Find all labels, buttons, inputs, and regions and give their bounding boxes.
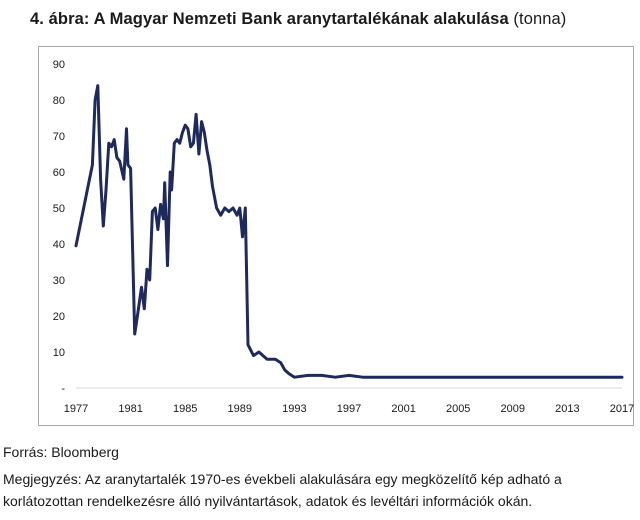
- x-tick-label: 1981: [118, 403, 142, 415]
- y-tick-label: 60: [53, 167, 65, 179]
- x-tick-label: 1985: [173, 403, 197, 415]
- x-tick-label: 2001: [391, 403, 415, 415]
- chart-title-main: 4. ábra: A Magyar Nemzeti Bank aranytart…: [30, 10, 509, 28]
- y-tick-label: 20: [53, 311, 65, 323]
- chart-title-unit: (tonna): [513, 10, 567, 28]
- x-tick-label: 2005: [446, 403, 470, 415]
- chart-frame: [38, 46, 634, 426]
- gold-reserves-chart: - 10 20 30 40 50 60 70 80 90 1977 1981 1985 1989 1993…: [53, 59, 634, 415]
- note-text: Megjegyzés: Az aranytartalék 1970-es éve…: [3, 471, 562, 509]
- y-tick-label: 80: [53, 95, 65, 107]
- x-tick-label: 1993: [282, 403, 306, 415]
- x-tick-label: 2013: [555, 403, 579, 415]
- y-axis-ticks: - 10 20 30 40 50 60 70 80 90: [53, 59, 66, 395]
- gold-reserve-series-line: [74, 84, 624, 379]
- y-tick-label: 70: [53, 131, 65, 143]
- x-tick-label: 2009: [501, 403, 525, 415]
- y-tick-label: 90: [53, 59, 65, 71]
- y-tick-label: 10: [53, 347, 65, 359]
- x-tick-label: 1997: [337, 403, 361, 415]
- y-tick-label: 40: [53, 239, 65, 251]
- x-axis-ticks: 1977 1981 1985 1989 1993 1997 2001 2005 2009 2013…: [64, 403, 634, 415]
- x-tick-label: 1977: [64, 403, 88, 415]
- source-text: Forrás: Bloomberg: [3, 444, 119, 460]
- chart-title: 4. ábra: A Magyar Nemzeti Bank aranytart…: [30, 10, 638, 29]
- x-tick-label: 2017: [610, 403, 634, 415]
- y-tick-label: -: [61, 383, 65, 395]
- y-tick-label: 50: [53, 203, 65, 215]
- y-tick-label: 30: [53, 275, 65, 287]
- x-tick-label: 1989: [228, 403, 252, 415]
